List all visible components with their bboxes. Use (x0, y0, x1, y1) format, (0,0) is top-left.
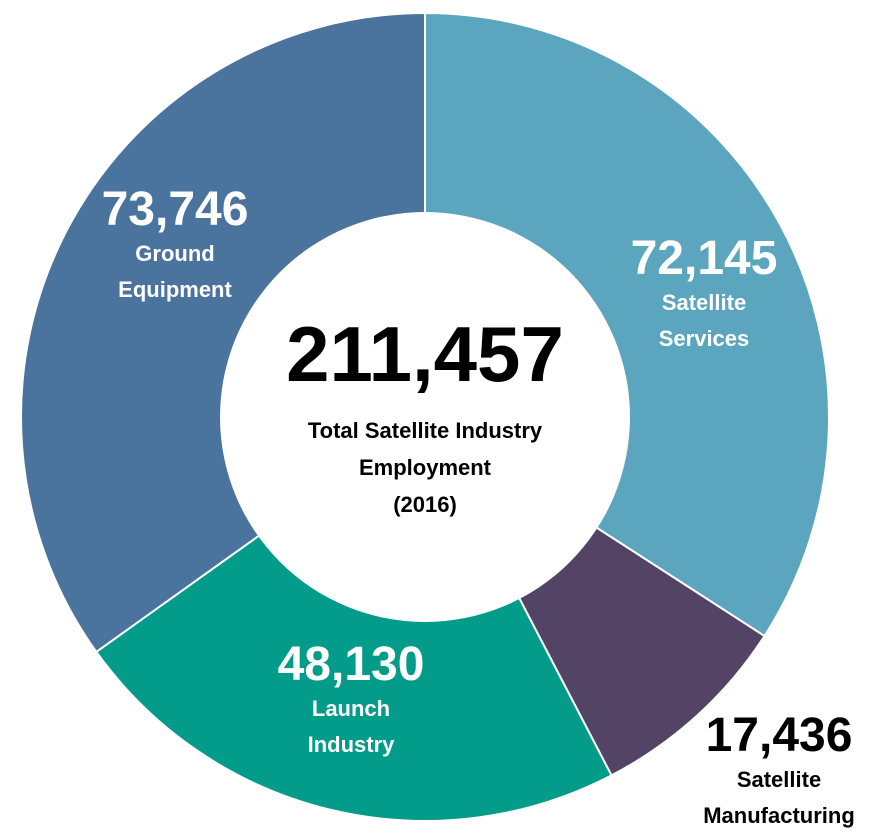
center-caption-line-1: Total Satellite Industry (308, 418, 543, 443)
center-total-label: 211,457 (286, 310, 564, 398)
category-label-launch-industry-line-1: Launch (312, 696, 390, 721)
value-label-ground-equipment: 73,746 (102, 183, 249, 236)
slice-labels: 72,145 Satellite Services 17,436 Satellite Ma… (102, 183, 855, 828)
value-label-satellite-manufacturing: 17,436 (706, 709, 853, 762)
value-label-launch-industry: 48,130 (278, 638, 425, 691)
category-label-ground-equipment-line-2: Equipment (118, 277, 232, 302)
category-label-satellite-manufacturing-line-1: Satellite (737, 767, 821, 792)
donut-hole (220, 212, 630, 622)
slice-ground-equipment (19, 11, 426, 654)
category-label-satellite-manufacturing-line-2: Manufacturing (703, 803, 855, 828)
center-caption-line-2: Employment (359, 455, 492, 480)
category-label-launch-industry-line-2: Industry (308, 732, 396, 757)
value-label-satellite-services: 72,145 (631, 232, 778, 285)
category-label-satellite-services-line-1: Satellite (662, 290, 746, 315)
category-label-ground-equipment-line-1: Ground (135, 241, 214, 266)
category-label-satellite-services-line-2: Services (659, 326, 750, 351)
center-caption-line-3: (2016) (393, 492, 457, 517)
slice-launch-industry (94, 415, 613, 822)
